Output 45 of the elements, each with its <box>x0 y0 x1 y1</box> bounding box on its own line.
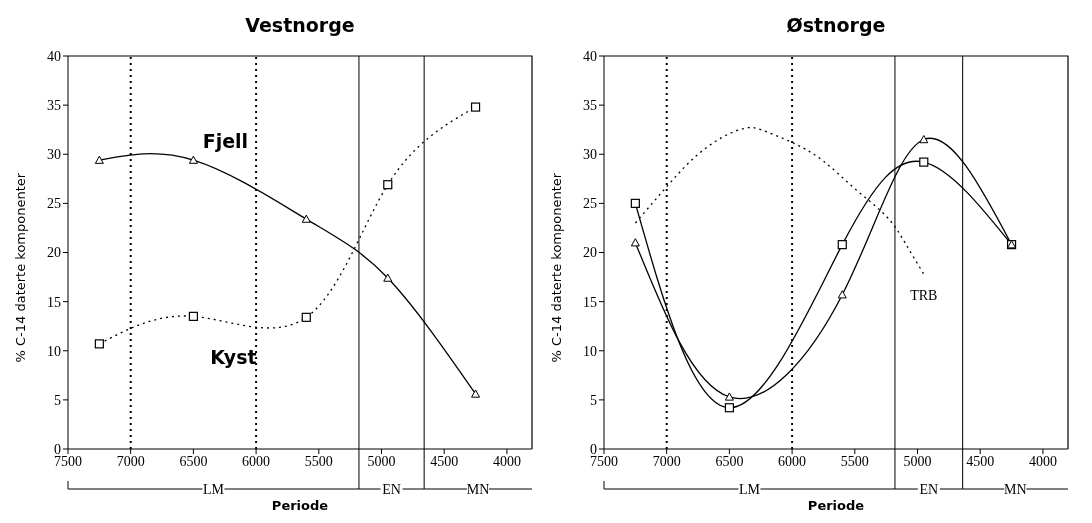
y-tick-label: 20 <box>47 245 61 261</box>
x-tick-label: 5500 <box>840 453 869 469</box>
text: LM <box>738 482 761 497</box>
text: MN <box>1004 482 1027 497</box>
text: MN <box>466 482 490 497</box>
y-tick-label: 15 <box>47 294 61 310</box>
chart-title: Vestnorge <box>244 14 356 36</box>
text: EN <box>382 482 401 497</box>
series-label: Kyst <box>210 346 257 369</box>
text: LM <box>202 482 225 497</box>
y-tick-label: 25 <box>47 196 61 212</box>
chart-title: Østnorge <box>785 14 887 36</box>
y-tick-label: 35 <box>583 98 597 114</box>
x-tick-label: 4500 <box>966 453 995 469</box>
y-tick-label: 30 <box>47 147 61 163</box>
y-tick-label: 10 <box>583 343 597 359</box>
x-tick-label: 4000 <box>1028 453 1057 469</box>
y-tick-label: 30 <box>583 147 597 163</box>
x-tick-label: 7000 <box>116 453 145 469</box>
x-tick-label: 6500 <box>179 453 208 469</box>
x-tick-label: 5000 <box>903 453 932 469</box>
x-tick-label: 6000 <box>778 453 807 469</box>
x-tick-label: 4000 <box>492 453 521 469</box>
series-label: Fjell <box>202 130 249 153</box>
x-axis-title: Periode <box>807 498 865 513</box>
x-tick-label: 6500 <box>715 453 744 469</box>
y-tick-label: 20 <box>583 245 597 261</box>
x-tick-label: 7000 <box>652 453 681 469</box>
y-tick-label: 25 <box>583 196 597 212</box>
series-label: TRB <box>910 288 938 304</box>
x-axis-title: Periode <box>271 498 329 513</box>
x-tick-label: 4500 <box>430 453 459 469</box>
y-axis-title: % C-14 daterte komponenter <box>548 172 564 363</box>
x-tick-label: 5500 <box>304 453 333 469</box>
x-tick-label: 5000 <box>367 453 396 469</box>
y-tick-label: 35 <box>47 98 61 114</box>
y-tick-label: 10 <box>47 343 61 359</box>
y-tick-label: 5 <box>590 392 597 408</box>
x-tick-label: 6000 <box>242 453 271 469</box>
y-tick-label: 5 <box>54 392 61 408</box>
text: EN <box>919 482 939 497</box>
y-tick-label: 40 <box>47 48 61 64</box>
y-tick-label: 15 <box>583 294 597 310</box>
y-tick-label: 40 <box>583 48 597 64</box>
y-axis-title: % C-14 daterte komponenter <box>12 172 28 363</box>
